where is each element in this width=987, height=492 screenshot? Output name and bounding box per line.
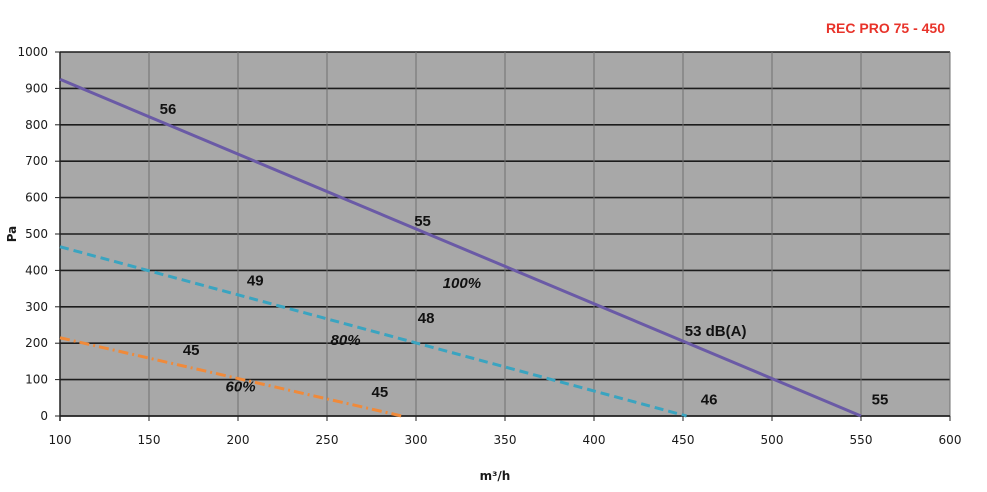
annotation-label: 55 [872,391,889,408]
y-tick-label: 500 [25,227,48,241]
y-tick-label: 1000 [17,45,48,59]
y-tick-label: 600 [25,191,48,205]
y-tick-label: 400 [25,263,48,277]
x-tick-label: 250 [316,433,339,447]
x-tick-label: 300 [405,433,428,447]
x-tick-label: 100 [49,433,72,447]
series-line [59,77,862,418]
annotation-label: 45 [372,384,389,401]
series-line [59,245,687,418]
series-lines [59,77,862,418]
annotation-label: 55 [414,213,431,230]
x-tick-label: 450 [672,433,695,447]
y-axis-ticks: 0 100 200 300 400 500 600 700 800 900 1000 [17,45,60,423]
x-tick-label: 150 [138,433,161,447]
annotation-label: 48 [418,310,435,327]
annotations: 56 55 100% 49 48 80% 53 dB(A) 45 60% 45 46 55 [160,101,889,408]
annotation-label: 60% [226,379,256,396]
x-tick-label: 550 [850,433,873,447]
annotation-label: 56 [160,101,177,118]
y-tick-label: 300 [25,300,48,314]
annotation-label: 49 [247,273,264,290]
x-axis-ticks: 100 150 200 250 300 350 400 450 500 550 600 [49,416,962,447]
x-tick-label: 500 [761,433,784,447]
y-tick-label: 700 [25,154,48,168]
y-tick-label: 100 [25,373,48,387]
y-tick-label: 900 [25,81,48,95]
y-tick-label: 0 [40,409,48,423]
annotation-label: 100% [443,275,481,292]
annotation-label: 80% [331,332,361,349]
y-axis-label: Pa [5,226,19,243]
annotation-label: 45 [183,342,200,359]
x-axis-label: m³/h [480,469,511,483]
series-line [59,336,403,418]
annotation-label: 53 dB(A) [685,323,747,340]
x-tick-label: 350 [494,433,517,447]
x-tick-label: 200 [227,433,250,447]
y-tick-label: 200 [25,336,48,350]
annotation-label: 46 [701,391,718,408]
x-tick-label: 600 [939,433,962,447]
chart-title: REC PRO 75 - 450 [825,20,945,36]
y-tick-label: 800 [25,118,48,132]
x-tick-label: 400 [583,433,606,447]
